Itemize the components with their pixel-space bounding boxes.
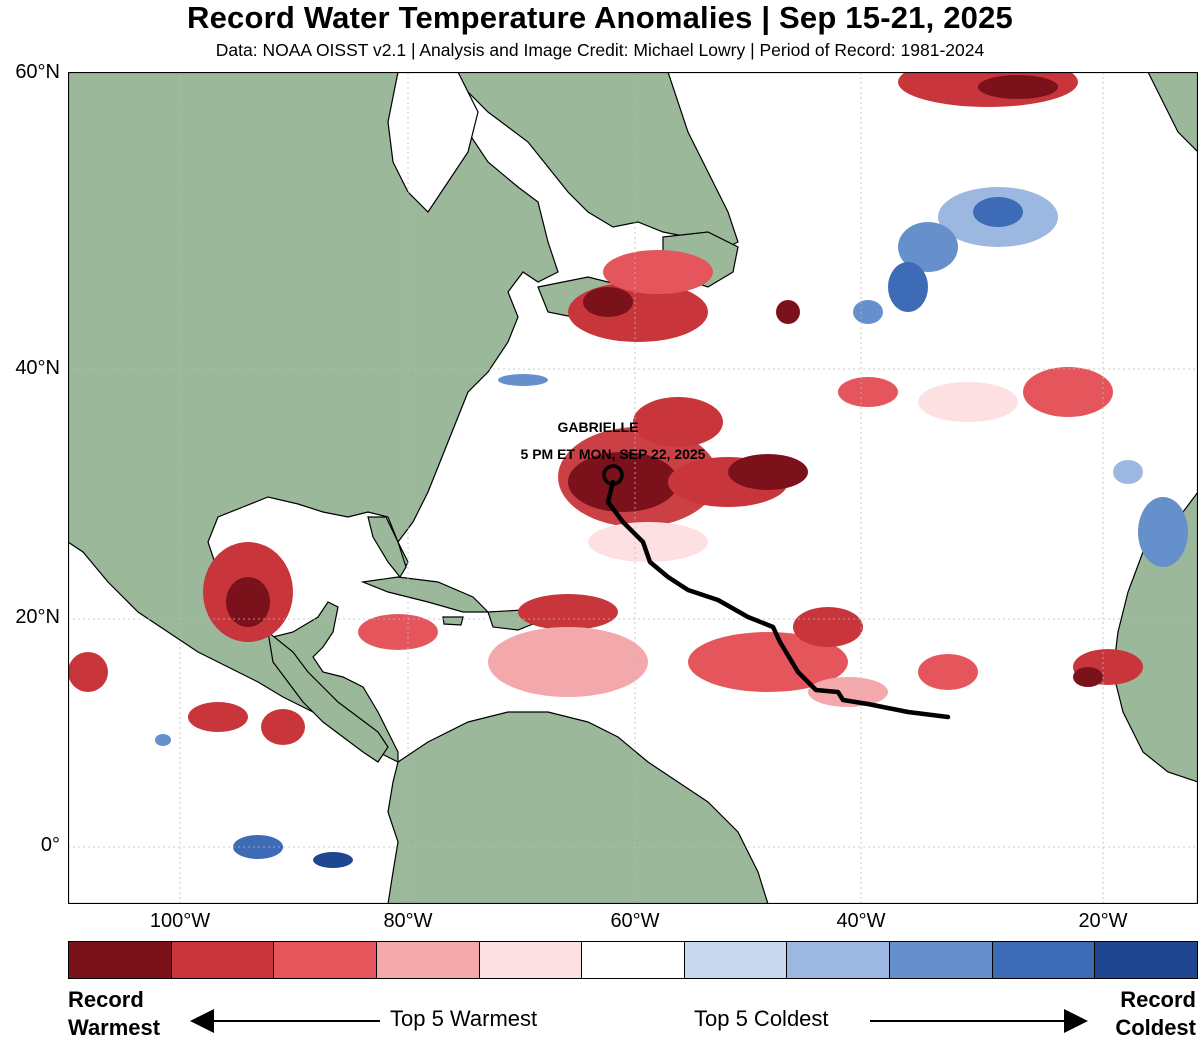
- graticule: [68, 72, 1198, 904]
- legend-record-warmest: Record Warmest: [68, 986, 160, 1042]
- legend-cell-cold-2: [992, 942, 1096, 978]
- color-legend: [68, 941, 1198, 979]
- legend-arrows: [190, 1009, 1088, 1033]
- lon-label-20w: 20°W: [1078, 910, 1128, 932]
- legend-cell-warm-3: [274, 942, 377, 978]
- sst-anomaly-map: GABRIELLE 5 PM ET MON, SEP 22, 2025: [68, 72, 1198, 904]
- legend-cell-cold-3: [890, 942, 993, 978]
- legend-right-bottom: Coldest: [1115, 1015, 1196, 1040]
- legend-left-top: Record: [68, 987, 144, 1012]
- labrador: [447, 72, 739, 253]
- legend-right-top: Record: [1120, 987, 1196, 1012]
- lon-label-100w: 100°W: [149, 910, 211, 932]
- storm-track: [605, 479, 951, 720]
- map-subtitle: Data: NOAA OISST v2.1 | Analysis and Ima…: [215, 40, 985, 60]
- storm-center-marker: [602, 464, 624, 486]
- lon-label-60w: 60°W: [610, 910, 660, 932]
- cold-anomalies: [155, 187, 1188, 868]
- legend-cell-neutral: [582, 942, 685, 978]
- lat-label-0: 0°: [40, 834, 60, 856]
- legend-left-bottom: Warmest: [68, 1015, 161, 1040]
- right-arrow-head: [1064, 1009, 1088, 1033]
- storm-time-label: 5 PM ET MON, SEP 22, 2025: [521, 446, 706, 462]
- legend-top5-coldest: Top 5 Coldest: [694, 1006, 829, 1031]
- legend-cell-cold-5: [684, 942, 788, 978]
- central-america: [267, 630, 389, 763]
- lon-label-40w: 40°W: [836, 910, 886, 932]
- jamaica: [442, 616, 464, 626]
- legend-cell-record-warm: [69, 942, 172, 978]
- europe-corner: [1147, 72, 1198, 153]
- south-america: [387, 711, 769, 904]
- warm-anomalies: [68, 72, 1143, 745]
- legend-cell-cold-4: [787, 942, 891, 978]
- legend-cell-warm-4: [376, 942, 480, 978]
- storm-name-label: GABRIELLE: [558, 419, 639, 435]
- lat-label-60n: 60°N: [15, 61, 60, 83]
- legend-cell-warm-5: [479, 942, 583, 978]
- left-arrow-head: [190, 1009, 214, 1033]
- lon-label-80w: 80°W: [383, 910, 433, 932]
- legend-cell-warm-2: [171, 942, 275, 978]
- legend-record-coldest: Record Coldest: [1115, 986, 1196, 1042]
- lat-label-20n: 20°N: [15, 606, 60, 628]
- map-title: Record Water Temperature Anomalies | Sep…: [187, 0, 1013, 35]
- hudson-bay: [387, 72, 479, 213]
- legend-top5-warmest: Top 5 Warmest: [390, 1006, 538, 1031]
- lat-label-40n: 40°N: [15, 357, 60, 379]
- legend-cell-record-cold: [1095, 942, 1198, 978]
- florida: [367, 516, 407, 579]
